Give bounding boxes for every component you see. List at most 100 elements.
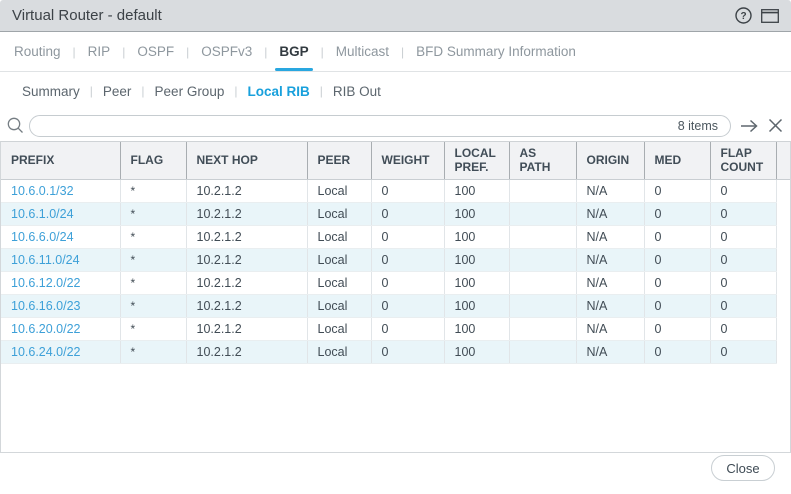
- table-row[interactable]: 10.6.24.0/22*10.2.1.2Local0100N/A00: [1, 340, 790, 363]
- column-header-gutter: [776, 142, 790, 179]
- tab-separator: |: [122, 45, 125, 59]
- cell-next-hop: 10.2.1.2: [186, 271, 307, 294]
- cell-origin: N/A: [576, 179, 644, 202]
- tab-separator: |: [320, 84, 323, 98]
- cell-prefix[interactable]: 10.6.11.0/24: [1, 248, 120, 271]
- tab-ospf[interactable]: OSPF: [135, 32, 176, 71]
- filter-field[interactable]: 8 items: [29, 115, 731, 137]
- cell-weight: 0: [371, 294, 444, 317]
- cell-flap-count: 0: [710, 179, 776, 202]
- cell-prefix[interactable]: 10.6.0.1/32: [1, 179, 120, 202]
- search-input[interactable]: [42, 119, 670, 133]
- prefix-link[interactable]: 10.6.24.0/22: [11, 345, 81, 359]
- tab-separator: |: [90, 84, 93, 98]
- tab-ospfv3[interactable]: OSPFv3: [199, 32, 254, 71]
- apply-filter-arrow-icon[interactable]: [740, 119, 759, 133]
- help-icon[interactable]: ?: [735, 7, 752, 24]
- subtab-rib-out[interactable]: RIB Out: [333, 84, 381, 99]
- prefix-link[interactable]: 10.6.0.1/32: [11, 184, 74, 198]
- column-header-med[interactable]: MED: [644, 142, 710, 179]
- tab-multicast[interactable]: Multicast: [334, 32, 391, 71]
- cell-peer: Local: [307, 294, 371, 317]
- virtual-router-dialog: Virtual Router - default ? Routing|RIP|O…: [0, 0, 791, 494]
- clear-filter-icon[interactable]: [768, 118, 783, 133]
- table-row[interactable]: 10.6.12.0/22*10.2.1.2Local0100N/A00: [1, 271, 790, 294]
- cell-flap-count: 0: [710, 202, 776, 225]
- cell-origin: N/A: [576, 340, 644, 363]
- cell-origin: N/A: [576, 317, 644, 340]
- tab-rip[interactable]: RIP: [86, 32, 113, 71]
- cell-peer: Local: [307, 179, 371, 202]
- cell-med: 0: [644, 340, 710, 363]
- cell-med: 0: [644, 271, 710, 294]
- prefix-link[interactable]: 10.6.1.0/24: [11, 207, 74, 221]
- table-header-row: PREFIXFLAGNEXT HOPPEERWEIGHTLOCAL PREF.A…: [1, 142, 790, 179]
- cell-origin: N/A: [576, 271, 644, 294]
- table-row[interactable]: 10.6.16.0/23*10.2.1.2Local0100N/A00: [1, 294, 790, 317]
- table-row[interactable]: 10.6.20.0/22*10.2.1.2Local0100N/A00: [1, 317, 790, 340]
- cell-local-pref: 100: [444, 340, 509, 363]
- cell-local-pref: 100: [444, 294, 509, 317]
- column-header-next-hop[interactable]: NEXT HOP: [186, 142, 307, 179]
- cell-local-pref: 100: [444, 179, 509, 202]
- cell-weight: 0: [371, 202, 444, 225]
- cell-weight: 0: [371, 248, 444, 271]
- table-row[interactable]: 10.6.1.0/24*10.2.1.2Local0100N/A00: [1, 202, 790, 225]
- prefix-link[interactable]: 10.6.11.0/24: [11, 253, 80, 267]
- cell-origin: N/A: [576, 202, 644, 225]
- subtab-local-rib[interactable]: Local RIB: [247, 84, 309, 99]
- tab-separator: |: [264, 45, 267, 59]
- prefix-link[interactable]: 10.6.6.0/24: [11, 230, 74, 244]
- column-header-weight[interactable]: WEIGHT: [371, 142, 444, 179]
- prefix-link[interactable]: 10.6.20.0/22: [11, 322, 81, 336]
- tab-bgp[interactable]: BGP: [277, 32, 310, 71]
- subtab-peer-group[interactable]: Peer Group: [155, 84, 225, 99]
- cell-flap-count: 0: [710, 225, 776, 248]
- tab-routing[interactable]: Routing: [12, 32, 63, 71]
- cell-flap-count: 0: [710, 271, 776, 294]
- cell-next-hop: 10.2.1.2: [186, 202, 307, 225]
- cell-gutter: [776, 179, 790, 202]
- cell-prefix[interactable]: 10.6.16.0/23: [1, 294, 120, 317]
- cell-local-pref: 100: [444, 248, 509, 271]
- cell-weight: 0: [371, 225, 444, 248]
- tab-separator: |: [321, 45, 324, 59]
- prefix-link[interactable]: 10.6.12.0/22: [11, 276, 81, 290]
- cell-local-pref: 100: [444, 202, 509, 225]
- cell-peer: Local: [307, 202, 371, 225]
- cell-prefix[interactable]: 10.6.20.0/22: [1, 317, 120, 340]
- cell-prefix[interactable]: 10.6.6.0/24: [1, 225, 120, 248]
- column-header-local-pref[interactable]: LOCAL PREF.: [444, 142, 509, 179]
- column-header-flap-count[interactable]: FLAP COUNT: [710, 142, 776, 179]
- table-row[interactable]: 10.6.11.0/24*10.2.1.2Local0100N/A00: [1, 248, 790, 271]
- cell-med: 0: [644, 179, 710, 202]
- cell-local-pref: 100: [444, 317, 509, 340]
- column-header-as-path[interactable]: AS PATH: [509, 142, 576, 179]
- column-header-peer[interactable]: PEER: [307, 142, 371, 179]
- table-row[interactable]: 10.6.0.1/32*10.2.1.2Local0100N/A00: [1, 179, 790, 202]
- cell-local-pref: 100: [444, 225, 509, 248]
- cell-origin: N/A: [576, 294, 644, 317]
- window-icon[interactable]: [761, 9, 779, 23]
- cell-as-path: [509, 248, 576, 271]
- tab-separator: |: [186, 45, 189, 59]
- subtab-peer[interactable]: Peer: [103, 84, 132, 99]
- cell-weight: 0: [371, 271, 444, 294]
- close-button[interactable]: Close: [711, 455, 775, 481]
- cell-prefix[interactable]: 10.6.12.0/22: [1, 271, 120, 294]
- cell-as-path: [509, 271, 576, 294]
- subtab-summary[interactable]: Summary: [22, 84, 80, 99]
- column-header-flag[interactable]: FLAG: [120, 142, 186, 179]
- cell-prefix[interactable]: 10.6.24.0/22: [1, 340, 120, 363]
- column-header-prefix[interactable]: PREFIX: [1, 142, 120, 179]
- cell-origin: N/A: [576, 248, 644, 271]
- table-row[interactable]: 10.6.6.0/24*10.2.1.2Local0100N/A00: [1, 225, 790, 248]
- cell-weight: 0: [371, 340, 444, 363]
- cell-origin: N/A: [576, 225, 644, 248]
- cell-gutter: [776, 271, 790, 294]
- column-header-origin[interactable]: ORIGIN: [576, 142, 644, 179]
- cell-prefix[interactable]: 10.6.1.0/24: [1, 202, 120, 225]
- prefix-link[interactable]: 10.6.16.0/23: [11, 299, 81, 313]
- tab-bfd-summary-information[interactable]: BFD Summary Information: [414, 32, 578, 71]
- cell-as-path: [509, 317, 576, 340]
